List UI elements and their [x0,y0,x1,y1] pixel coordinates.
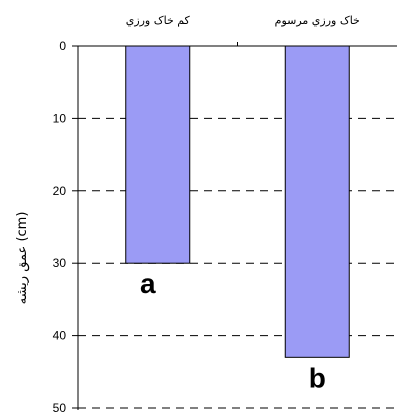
y-axis-label: عمق ريشه (cm) [15,212,30,305]
bar [284,45,350,358]
category-label: خاک ورزي مرسوم [275,14,360,27]
y-tick-label: 0 [59,39,66,53]
bar [125,45,191,264]
significance-letters: ab [140,268,326,393]
gridlines [78,117,397,409]
category-labels: کم خاک ورزي خاک ورزي مرسوم [126,14,360,46]
y-tick-label: 20 [53,184,67,198]
y-tick-label: 50 [53,401,67,413]
bars [125,45,350,358]
significance-letter: a [140,268,156,299]
y-ticks: 0 10 20 30 40 50 [53,39,78,413]
y-tick-label: 10 [53,111,67,125]
significance-letter: b [309,362,326,393]
y-tick-label: 40 [53,329,67,343]
category-label: کم خاک ورزي [126,14,191,27]
y-tick-label: 30 [53,256,67,270]
